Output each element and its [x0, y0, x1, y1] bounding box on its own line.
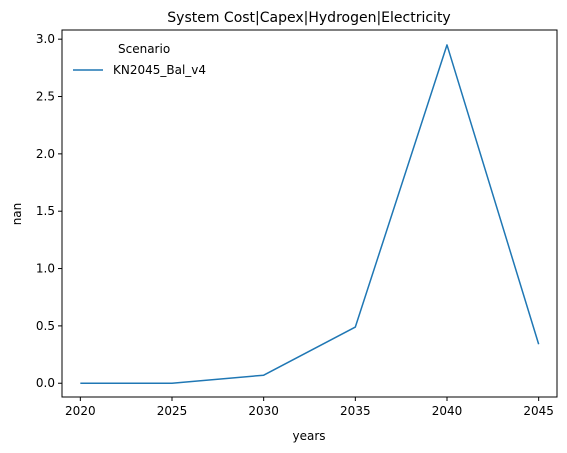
- y-tick-label: 1.5: [36, 204, 55, 218]
- y-tick-label: 2.5: [36, 90, 55, 104]
- legend-label: KN2045_Bal_v4: [113, 63, 206, 77]
- y-tick-label: 0.0: [36, 376, 55, 390]
- chart-title: System Cost|Capex|Hydrogen|Electricity: [167, 10, 450, 26]
- series-line: [80, 44, 540, 384]
- legend: Scenario KN2045_Bal_v4: [73, 42, 206, 77]
- y-tick-label: 2.0: [36, 147, 55, 161]
- x-tick-label: 2035: [340, 404, 371, 418]
- y-tick-label: 3.0: [36, 32, 55, 46]
- y-axis-label: nan: [10, 203, 24, 226]
- x-tick-label: 2040: [432, 404, 463, 418]
- legend-title: Scenario: [118, 42, 170, 56]
- series-layer: [80, 44, 540, 384]
- x-axis-label: years: [292, 429, 325, 443]
- y-tick-label: 1.0: [36, 262, 55, 276]
- plot-area: [61, 29, 558, 398]
- y-tick-label: 0.5: [36, 319, 55, 333]
- x-tick-label: 2020: [65, 404, 96, 418]
- x-tick-label: 2045: [523, 404, 554, 418]
- y-axis: 0.0 0.5 1.0 1.5 2.0 2.5 3.0: [36, 32, 62, 390]
- x-axis: 2020 2025 2030 2035 2040 2045: [65, 397, 554, 418]
- x-tick-label: 2025: [157, 404, 188, 418]
- x-tick-label: 2030: [248, 404, 279, 418]
